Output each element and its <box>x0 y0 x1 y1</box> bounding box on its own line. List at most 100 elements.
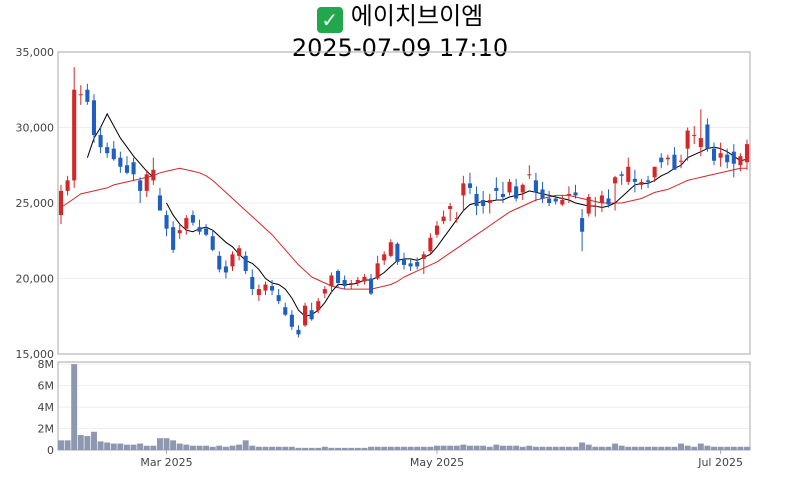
volume-bar <box>447 445 454 450</box>
candle-body <box>85 89 90 102</box>
volume-bar <box>255 446 262 450</box>
candle-body <box>72 89 77 181</box>
volume-grid <box>58 363 750 451</box>
volume-bar <box>143 445 150 450</box>
candle-body <box>303 305 308 326</box>
candle-body <box>309 310 314 320</box>
candle-body <box>461 183 466 196</box>
volume-bar <box>387 446 394 450</box>
candle-body <box>91 100 97 136</box>
volume-bar <box>222 446 229 450</box>
candle-body <box>652 166 657 178</box>
candle-body <box>698 138 703 148</box>
candle-body <box>520 184 525 193</box>
candle-body <box>171 227 176 250</box>
candle-body <box>276 295 281 302</box>
price-tick-label: 30,000 <box>16 122 55 135</box>
volume-bar <box>605 446 612 450</box>
candle-body <box>58 190 64 216</box>
volume-bar <box>744 446 750 450</box>
candle-body <box>296 329 301 335</box>
volume-bar <box>565 446 572 450</box>
candle-body <box>316 301 321 311</box>
volume-bar <box>480 445 487 450</box>
candle-body <box>593 206 598 208</box>
volume-bar <box>104 442 111 450</box>
volume-bar <box>585 444 592 450</box>
candle-body <box>144 174 149 191</box>
price-tick-label: 25,000 <box>16 197 55 210</box>
candle-body <box>533 180 538 193</box>
candlesticks <box>58 67 750 338</box>
candle-body <box>223 266 228 273</box>
volume-bar <box>295 447 302 450</box>
candle-body <box>718 153 723 158</box>
candle-body <box>250 276 255 290</box>
candle-body <box>230 254 235 267</box>
volume-bar <box>203 445 210 450</box>
candle-body <box>500 193 505 197</box>
volume-bar <box>724 446 731 450</box>
volume-bar <box>453 445 460 450</box>
price-tick-label: 20,000 <box>16 273 55 286</box>
volume-bar <box>493 444 500 450</box>
volume-bar <box>513 445 520 450</box>
chart-title: ✓ 에이치브이엠 <box>0 0 800 33</box>
candle-body <box>481 199 486 207</box>
candle-body <box>547 198 552 203</box>
candle-body <box>335 270 341 284</box>
volume-bar <box>354 447 361 450</box>
volume-bar <box>559 446 566 450</box>
candle-body <box>329 275 334 287</box>
volume-bar <box>486 446 493 450</box>
volume-bar <box>64 440 71 450</box>
candle-body <box>283 307 288 315</box>
volume-bar <box>170 440 177 450</box>
volume-bar <box>183 444 190 450</box>
date-tick-label: May 2025 <box>410 456 464 469</box>
short-moving-average-line <box>166 146 748 317</box>
volume-bar <box>440 445 447 450</box>
volume-bar <box>156 438 163 450</box>
candle-body <box>375 263 380 279</box>
volume-bar <box>275 446 282 450</box>
volume-tick-label: 4M <box>38 401 55 414</box>
volume-bar <box>532 446 539 450</box>
candle-body <box>646 180 651 182</box>
candle-body <box>494 187 499 191</box>
volume-bar <box>506 445 513 450</box>
volume-bar <box>315 447 322 450</box>
volume-bar <box>249 445 256 450</box>
candle-body <box>197 227 202 232</box>
volume-bar <box>651 446 658 450</box>
volume-bar <box>598 446 605 450</box>
candle-body <box>434 225 440 235</box>
volume-bar <box>374 446 381 450</box>
candle-body <box>177 230 182 234</box>
candle-body <box>322 289 327 294</box>
candle-body <box>270 286 275 291</box>
volume-bar <box>288 446 295 450</box>
volume-bar <box>638 446 645 450</box>
volume-bar <box>671 446 678 450</box>
volume-bar <box>368 446 374 450</box>
candle-body <box>65 180 70 191</box>
candle-body <box>105 147 110 154</box>
candle-body <box>441 216 446 222</box>
price-tick-label: 15,000 <box>16 348 55 361</box>
volume-bar <box>381 446 388 450</box>
stock-name: 에이치브이엠 <box>350 2 484 30</box>
candle-body <box>237 248 242 256</box>
volume-bar <box>546 446 553 450</box>
volume-bar <box>394 446 401 450</box>
volume-bar <box>58 440 64 450</box>
candle-body <box>599 195 604 203</box>
volume-bar <box>130 444 137 450</box>
candle-body <box>487 199 492 203</box>
volume-axis-ticks: 8M 6M 4M 2M 0 <box>38 358 55 457</box>
moving-average-lines <box>60 112 748 317</box>
candle-body <box>467 183 473 188</box>
volume-bar <box>84 436 91 450</box>
volume-bar <box>539 446 546 450</box>
